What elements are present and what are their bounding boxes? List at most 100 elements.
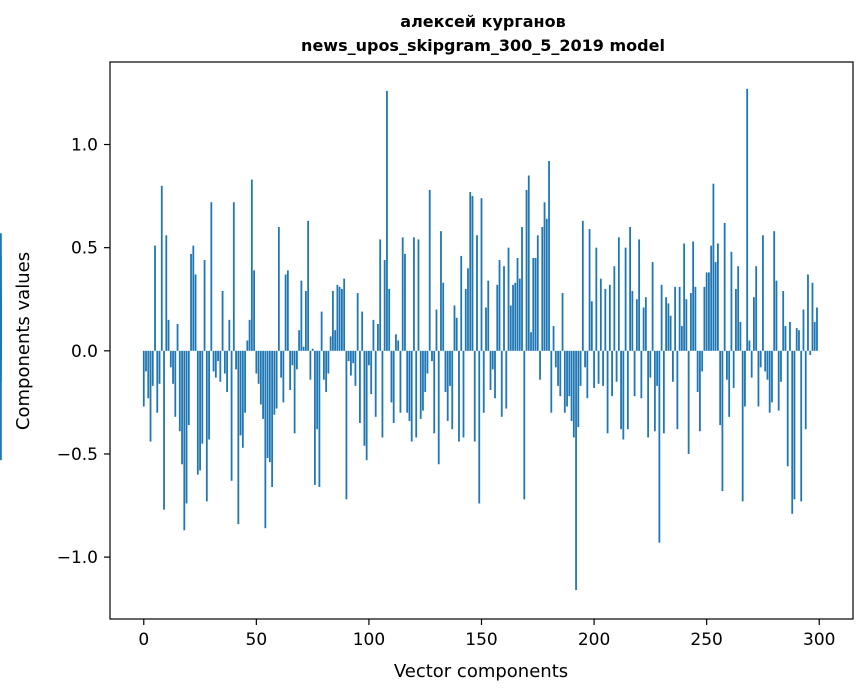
bar-31 <box>212 350 215 372</box>
bar-201 <box>595 247 598 351</box>
bar-172 <box>530 332 532 351</box>
bar-261 <box>730 251 733 351</box>
bar-184 <box>557 350 559 386</box>
bar-28 <box>205 350 208 502</box>
bar-150 <box>480 198 483 351</box>
bar-232 <box>665 297 668 351</box>
bar-80 <box>322 350 325 380</box>
bar-231 <box>662 350 665 434</box>
bar-287 <box>789 321 791 351</box>
bar-139 <box>455 317 458 351</box>
bar-202 <box>597 350 600 384</box>
bar-124 <box>422 350 424 411</box>
bar-20 <box>187 350 190 426</box>
bar-162 <box>507 247 510 351</box>
bar-60 <box>277 227 280 351</box>
bar-147 <box>473 350 476 442</box>
bar-236 <box>674 286 677 351</box>
bar-50 <box>255 350 258 374</box>
bar-260 <box>728 350 731 417</box>
bar-30 <box>210 202 213 351</box>
bar-120 <box>413 237 415 351</box>
bar-234 <box>669 315 672 351</box>
bar-12 <box>169 350 172 368</box>
bar-296 <box>809 350 812 355</box>
bar-19 <box>185 350 188 504</box>
bar-48 <box>250 179 253 351</box>
x-tick-label: 0 <box>138 630 149 650</box>
bar-289 <box>793 350 796 500</box>
bar-133 <box>442 282 445 351</box>
bar-209 <box>613 266 616 351</box>
bar-101 <box>370 350 373 395</box>
bar-23 <box>194 274 197 351</box>
bar-194 <box>579 350 582 386</box>
bar-143 <box>464 288 467 351</box>
bar-6 <box>156 350 159 413</box>
y-tick-label: −0.5 <box>57 445 98 465</box>
bar-283 <box>780 350 782 382</box>
bar-148 <box>476 235 478 351</box>
bar-285 <box>784 326 787 351</box>
bars-group <box>0 88 818 591</box>
bar-242 <box>687 350 690 454</box>
bar-251 <box>708 272 710 351</box>
bar-238 <box>678 286 681 351</box>
bar-88 <box>341 288 343 351</box>
bar-39 <box>230 350 233 481</box>
bar-119 <box>410 350 413 442</box>
bar-103 <box>374 350 377 417</box>
bar-149 <box>478 350 481 504</box>
bar-70 <box>300 280 303 351</box>
bar-undefined <box>0 350 2 362</box>
bar-245 <box>694 286 697 351</box>
bar-213 <box>622 350 625 440</box>
bar-180 <box>548 161 550 351</box>
bar-192 <box>575 350 577 591</box>
bar-158 <box>498 260 501 351</box>
x-tick-label: 150 <box>465 630 497 650</box>
bar-282 <box>777 350 780 411</box>
bar-173 <box>532 257 535 351</box>
bar-221 <box>640 350 643 399</box>
bar-46 <box>246 340 249 351</box>
bar-241 <box>685 299 688 351</box>
bar-58 <box>273 350 276 415</box>
bar-109 <box>388 288 391 351</box>
bar-18 <box>183 350 186 531</box>
bar-189 <box>568 350 571 397</box>
y-axis: −1.0 −0.5 0.0 0.5 1.0 <box>57 136 110 568</box>
bar-181 <box>550 350 553 413</box>
bar-233 <box>667 303 670 351</box>
bar-165 <box>514 282 517 351</box>
bar-92 <box>350 350 352 376</box>
bar-118 <box>408 350 411 421</box>
bar-267 <box>744 350 746 407</box>
bar-107 <box>383 260 386 351</box>
bar-52 <box>259 350 262 405</box>
bar-65 <box>289 350 292 391</box>
bar-190 <box>570 350 573 421</box>
bar-0 <box>142 350 145 407</box>
bar-128 <box>431 350 433 362</box>
bar-218 <box>633 350 636 397</box>
bar-112 <box>395 334 397 351</box>
bar-86 <box>336 284 339 351</box>
bar-131 <box>437 350 440 465</box>
bar-82 <box>327 350 330 374</box>
y-tick-label: −1.0 <box>57 548 98 568</box>
bar-159 <box>500 350 503 417</box>
bar-134 <box>444 350 447 393</box>
bar-94 <box>354 350 357 386</box>
bar-33 <box>217 350 219 362</box>
x-axis: 0 50 100 150 200 250 300 <box>138 619 835 650</box>
bar-291 <box>798 330 800 351</box>
y-tick-label: 1.0 <box>71 136 98 156</box>
bar-15 <box>176 324 179 351</box>
bar-72 <box>304 290 307 351</box>
bar-297 <box>811 282 814 351</box>
bar-111 <box>392 350 395 424</box>
bar-271 <box>753 297 755 351</box>
bar-249 <box>703 286 706 351</box>
bar-83 <box>329 336 332 351</box>
